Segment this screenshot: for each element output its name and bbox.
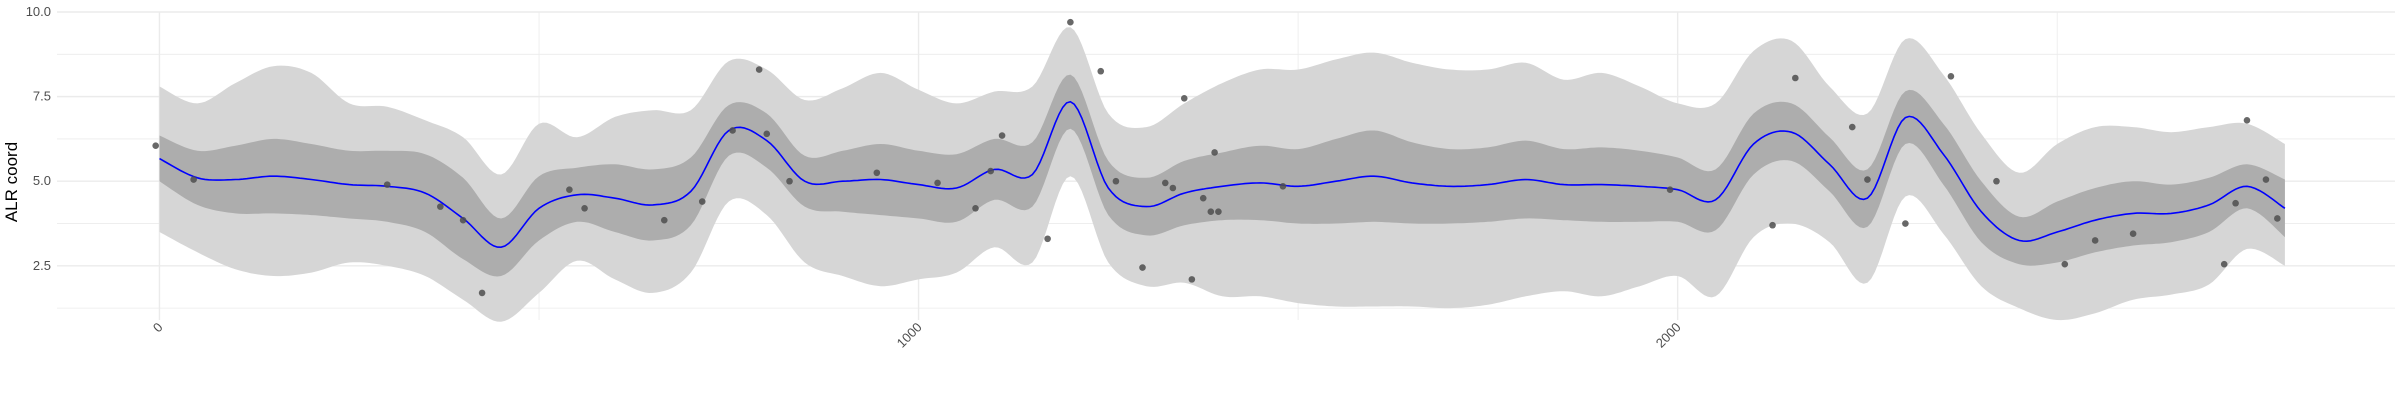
- y-axis-title: ALR coord: [2, 142, 21, 222]
- data-point: [2262, 176, 2270, 183]
- data-point: [1044, 235, 1051, 243]
- data-point: [934, 179, 941, 187]
- data-point: [1199, 194, 1207, 202]
- data-point: [459, 216, 467, 224]
- data-point: [1139, 264, 1146, 271]
- data-point: [1067, 18, 1074, 26]
- x-tick-label: 2000: [1653, 320, 1684, 351]
- data-point: [873, 169, 881, 177]
- data-point: [786, 177, 793, 185]
- data-point: [190, 176, 197, 183]
- data-point: [1792, 74, 1799, 82]
- y-tick-label: 2.5: [33, 258, 51, 273]
- x-tick-label: 0: [150, 320, 166, 336]
- y-tick-labels: 2.5 5.0 7.5 10.0: [26, 4, 51, 273]
- data-point: [1993, 177, 2000, 185]
- data-point: [2129, 230, 2137, 237]
- y-tick-label: 5.0: [33, 173, 51, 188]
- data-point: [2061, 260, 2069, 268]
- data-point: [2220, 260, 2228, 268]
- data-point: [566, 186, 573, 193]
- data-point: [1211, 149, 1218, 156]
- data-point: [437, 203, 444, 210]
- data-point: [152, 142, 159, 149]
- data-point: [1112, 177, 1120, 185]
- data-point: [1215, 208, 1222, 215]
- data-point: [1947, 73, 1955, 80]
- data-point: [1169, 184, 1177, 192]
- data-point: [383, 181, 391, 188]
- data-point: [1207, 208, 1215, 215]
- data-point: [2243, 117, 2251, 124]
- data-point: [1097, 67, 1105, 75]
- data-point: [1864, 176, 1871, 183]
- data-point: [1188, 276, 1196, 283]
- mean-line: [159, 100, 2286, 249]
- data-point: [1848, 123, 1856, 131]
- x-tick-label: 1000: [894, 320, 925, 351]
- mean-line-layer: [159, 100, 2286, 249]
- data-point: [1161, 179, 1169, 187]
- data-point: [660, 216, 668, 224]
- data-point: [478, 289, 486, 297]
- inner-confidence-band: [159, 74, 2285, 277]
- data-points: [152, 18, 2281, 297]
- y-tick-label: 7.5: [33, 89, 51, 104]
- data-point: [2274, 215, 2281, 222]
- data-point: [729, 127, 736, 134]
- data-point: [998, 132, 1006, 139]
- data-point: [972, 205, 979, 212]
- data-point: [987, 167, 994, 175]
- data-point: [2232, 199, 2239, 207]
- confidence-bands: [159, 27, 2285, 322]
- x-tick-labels: 0 1000 2000: [150, 320, 1684, 351]
- data-point: [755, 66, 763, 73]
- data-point: [2091, 237, 2099, 244]
- data-point: [1279, 183, 1287, 190]
- data-point: [763, 130, 771, 138]
- data-point: [1180, 95, 1188, 102]
- data-point: [698, 198, 706, 205]
- data-point: [1902, 220, 1909, 227]
- data-point: [1769, 221, 1776, 229]
- y-tick-label: 10.0: [26, 4, 51, 19]
- data-point: [1666, 186, 1674, 193]
- data-point: [581, 205, 588, 212]
